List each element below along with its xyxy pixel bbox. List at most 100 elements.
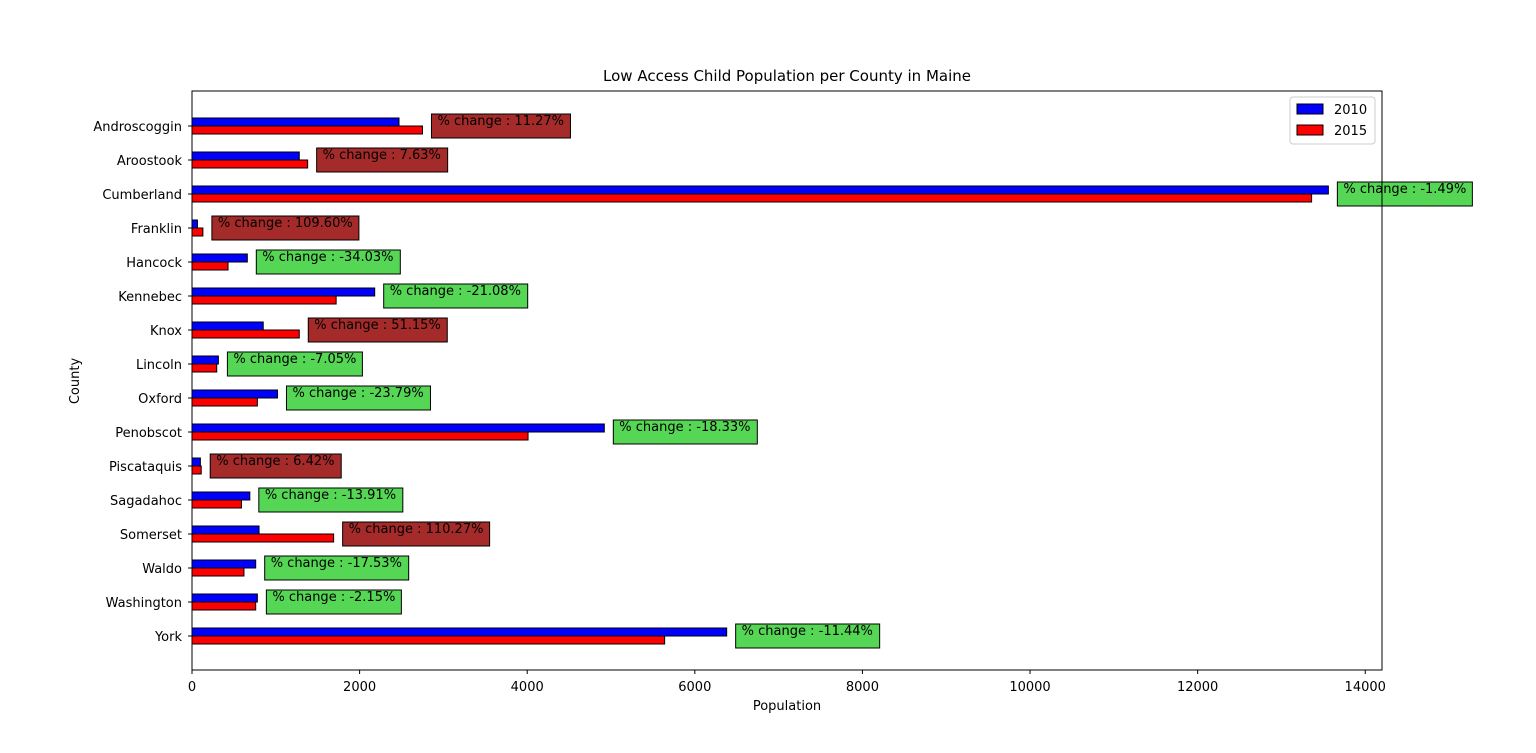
bar-franklin-2010 (191, 219, 198, 229)
bar-somerset-2015 (191, 533, 335, 543)
bar-oxford-2010 (191, 389, 278, 399)
y-tick-label-oxford: Oxford (138, 392, 182, 407)
annotation-label: % change : -11.44% (742, 624, 873, 639)
bar-aroostook-2015 (191, 159, 309, 169)
y-tick-label-kennebec: Kennebec (118, 290, 182, 305)
annotation-knox: % change : 51.15% (307, 317, 448, 343)
bar-penobscot-2015 (191, 431, 529, 441)
x-tick-label-14000: 14000 (1345, 680, 1386, 695)
y-tick-label-sagadahoc: Sagadahoc (110, 494, 182, 509)
bar-piscataquis-2015 (191, 465, 202, 475)
x-tick-label-6000: 6000 (678, 680, 711, 695)
bar-washington-2010 (191, 593, 258, 603)
y-tick-label-franklin: Franklin (131, 222, 182, 237)
annotation-box (342, 521, 491, 547)
annotation-label: % change : -23.79% (292, 386, 423, 401)
annotation-label: % change : 51.15% (314, 318, 441, 333)
annotation-label: % change : 109.60% (218, 216, 353, 231)
annotation-cumberland: % change : -1.49% (1336, 181, 1473, 207)
annotation-box (226, 351, 363, 377)
annotation-androscoggin: % change : 11.27% (430, 113, 571, 139)
annotation-aroostook: % change : 7.63% (316, 147, 449, 173)
y-tick-label-aroostook: Aroostook (117, 154, 183, 169)
annotation-box (258, 487, 404, 513)
annotation-label: % change : 6.42% (216, 454, 334, 469)
x-tick-label-4000: 4000 (511, 680, 544, 695)
bar-piscataquis-2010 (191, 457, 201, 467)
bar-hancock-2010 (191, 253, 248, 263)
bar-knox-2010 (191, 321, 264, 331)
x-tick-label-12000: 12000 (1177, 680, 1218, 695)
legend-swatch-2010 (1296, 103, 1324, 115)
plot-area-frame (191, 90, 1383, 671)
annotation-label: % change : 7.63% (323, 148, 441, 163)
legend-label-2015: 2015 (1334, 124, 1367, 139)
annotation-somerset: % change : 110.27% (342, 521, 491, 547)
bar-sagadahoc-2010 (191, 491, 251, 501)
y-tick-label-lincoln: Lincoln (136, 358, 182, 373)
annotation-oxford: % change : -23.79% (285, 385, 431, 411)
y-tick-label-piscataquis: Piscataquis (109, 460, 182, 475)
y-tick-label-penobscot: Penobscot (115, 426, 182, 441)
annotation-box (316, 147, 449, 173)
annotation-box (430, 113, 571, 139)
bar-knox-2015 (191, 329, 300, 339)
bar-york-2010 (191, 627, 728, 637)
annotation-label: % change : 11.27% (437, 114, 564, 129)
y-tick-label-androscoggin: Androscoggin (93, 120, 182, 135)
annotation-box (1336, 181, 1473, 207)
y-tick-label-york: York (154, 630, 183, 645)
bar-york-2015 (191, 635, 666, 645)
bar-waldo-2015 (191, 567, 245, 577)
annotation-box (285, 385, 431, 411)
annotation-franklin: % change : 109.60% (211, 215, 360, 241)
bar-franklin-2015 (191, 227, 204, 237)
annotation-box (209, 453, 342, 479)
bar-cumberland-2010 (191, 185, 1329, 195)
y-axis-label: County (68, 358, 83, 405)
annotation-label: % change : -1.49% (1343, 182, 1466, 197)
bar-androscoggin-2010 (191, 117, 400, 127)
annotation-label: % change : -21.08% (390, 284, 521, 299)
y-tick-label-washington: Washington (106, 596, 182, 611)
bar-androscoggin-2015 (191, 125, 423, 135)
legend-label-2010: 2010 (1334, 103, 1367, 118)
bar-kennebec-2015 (191, 295, 337, 305)
annotation-box (265, 589, 402, 615)
bar-waldo-2010 (191, 559, 257, 569)
chart-title: Low Access Child Population per County i… (603, 67, 971, 85)
annotation-label: % change : -17.53% (271, 556, 402, 571)
annotation-label: % change : -2.15% (272, 590, 395, 605)
bar-cumberland-2015 (191, 193, 1313, 203)
annotation-box (264, 555, 410, 581)
annotation-lincoln: % change : -7.05% (226, 351, 363, 377)
x-tick-label-10000: 10000 (1009, 680, 1050, 695)
annotation-kennebec: % change : -21.08% (383, 283, 529, 309)
annotations-layer: % change : 11.27% % change : 7.63% % chang… (209, 113, 1473, 649)
y-tick-label-somerset: Somerset (120, 528, 182, 543)
annotation-box (383, 283, 529, 309)
annotation-label: % change : 110.27% (349, 522, 484, 537)
annotation-box (735, 623, 881, 649)
annotation-hancock: % change : -34.03% (255, 249, 401, 275)
annotation-label: % change : -34.03% (262, 250, 393, 265)
annotation-label: % change : -13.91% (265, 488, 396, 503)
annotation-box (612, 419, 758, 445)
x-axis: 0 2000 4000 6000 8000 10000 12000 14000 (188, 670, 1386, 695)
annotation-york: % change : -11.44% (735, 623, 881, 649)
annotation-sagadahoc: % change : -13.91% (258, 487, 404, 513)
bar-penobscot-2010 (191, 423, 605, 433)
legend: 2010 2015 (1289, 96, 1376, 145)
annotation-box (255, 249, 401, 275)
x-tick-label-0: 0 (188, 680, 196, 695)
bars-layer (191, 117, 1329, 645)
bar-aroostook-2010 (191, 151, 300, 161)
bar-washington-2015 (191, 601, 257, 611)
x-tick-label-2000: 2000 (343, 680, 376, 695)
annotation-penobscot: % change : -18.33% (612, 419, 758, 445)
y-tick-label-knox: Knox (150, 324, 182, 339)
x-tick-label-8000: 8000 (846, 680, 879, 695)
annotation-washington: % change : -2.15% (265, 589, 402, 615)
legend-swatch-2015 (1296, 124, 1324, 136)
